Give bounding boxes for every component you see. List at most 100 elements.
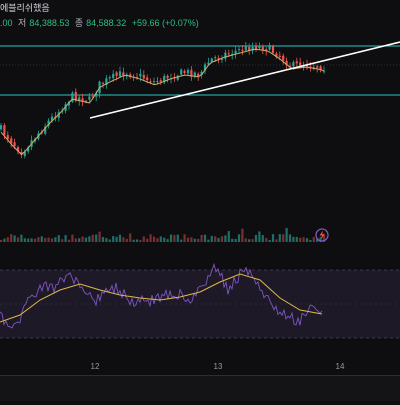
- volume-bar: [234, 238, 237, 242]
- close-value: 84,588.32: [86, 18, 127, 28]
- lightning-circle-icon[interactable]: [315, 228, 329, 242]
- candle-body: [305, 64, 309, 67]
- candle-body: [183, 70, 186, 73]
- time-tick-12: 12: [90, 362, 100, 371]
- volume-bar: [210, 235, 213, 242]
- volume-bar: [47, 237, 50, 242]
- candle-body: [135, 76, 139, 78]
- candle-body: [112, 73, 115, 79]
- candle-body: [20, 151, 23, 155]
- candle-body: [129, 74, 132, 77]
- volume-bar: [88, 236, 91, 242]
- candle-body: [200, 71, 203, 76]
- candle-body: [214, 57, 217, 59]
- candle-body: [197, 73, 200, 77]
- change-value: +59.66 (+0.07%): [131, 18, 199, 28]
- volume-bar: [220, 236, 224, 242]
- candle-body: [74, 91, 77, 101]
- candle-body: [3, 125, 6, 135]
- volume-bar: [44, 238, 47, 242]
- volume-bar: [197, 238, 200, 242]
- low-value: 84,388.53: [29, 18, 70, 28]
- volume-bar: [3, 238, 6, 242]
- rsi-pane: [0, 262, 400, 339]
- volume-bar: [95, 234, 98, 242]
- candle-body: [23, 152, 26, 157]
- volume-bar: [27, 238, 30, 242]
- candle-body: [278, 55, 281, 57]
- candle-body: [13, 142, 16, 147]
- candle-body: [244, 46, 247, 51]
- volume-bar: [302, 237, 305, 242]
- volume-bar: [142, 236, 145, 242]
- volume-bar: [105, 238, 108, 242]
- volume-bar: [81, 236, 84, 242]
- volume-bar: [0, 239, 3, 242]
- volume-bar: [78, 238, 81, 242]
- time-tick-14: 14: [335, 362, 345, 371]
- candle-body: [180, 69, 183, 75]
- candle-body: [203, 64, 207, 71]
- candle-body: [88, 96, 91, 100]
- volume-bar: [118, 234, 122, 242]
- candle-body: [64, 104, 67, 111]
- low-label: 저: [18, 18, 27, 28]
- candle-body: [295, 61, 298, 64]
- volume-bar: [10, 234, 13, 242]
- candle-body: [231, 53, 234, 55]
- volume-bar: [282, 234, 285, 242]
- candle-body: [159, 80, 162, 82]
- candle-body: [207, 62, 210, 65]
- volume-bar: [309, 239, 312, 242]
- volume-bar: [186, 237, 190, 242]
- volume-bar: [278, 234, 281, 242]
- candle-body: [248, 47, 251, 51]
- volume-bar: [112, 236, 115, 242]
- candle-body: [265, 49, 268, 51]
- candle-body: [47, 120, 50, 126]
- volume-bar: [152, 236, 156, 242]
- volume-bar: [40, 236, 43, 242]
- volume-bar: [135, 239, 139, 242]
- rsi-line: [0, 262, 323, 329]
- time-tick-13: 13: [213, 362, 223, 371]
- candle-body: [224, 52, 227, 59]
- volume-histogram: [0, 228, 326, 242]
- volume-bar: [322, 233, 326, 242]
- candle-body: [10, 138, 13, 144]
- moving-average-path: [0, 48, 325, 156]
- volume-bar: [254, 234, 258, 242]
- volume-bar: [54, 237, 57, 242]
- channel-lines: [0, 45, 400, 96]
- volume-bar: [200, 234, 203, 242]
- volume-bar: [190, 237, 193, 242]
- candle-body: [118, 71, 122, 77]
- candle-body: [44, 126, 47, 134]
- volume-bar: [23, 238, 26, 242]
- volume-bar: [61, 239, 64, 242]
- volume-bar: [312, 237, 315, 242]
- candle-body: [71, 92, 74, 102]
- volume-bar: [299, 237, 302, 242]
- candle-body: [115, 72, 118, 76]
- rsi-signal-line: [0, 273, 323, 323]
- candle-body: [152, 81, 156, 83]
- candle-body: [254, 46, 258, 50]
- volume-bar: [67, 239, 71, 242]
- candle-body: [299, 62, 302, 68]
- candle-body: [282, 55, 285, 61]
- volume-bar: [316, 238, 319, 242]
- candle-body: [251, 46, 254, 51]
- volume-bar: [33, 238, 37, 242]
- volume-bar: [50, 238, 54, 242]
- volume-bar: [173, 235, 176, 242]
- volume-bar: [163, 237, 166, 242]
- candle-body: [108, 77, 111, 79]
- candle-body: [27, 147, 30, 152]
- volume-bar: [122, 237, 125, 242]
- volume-bar: [30, 238, 33, 242]
- candle-body: [275, 53, 278, 58]
- volume-bar: [183, 234, 186, 242]
